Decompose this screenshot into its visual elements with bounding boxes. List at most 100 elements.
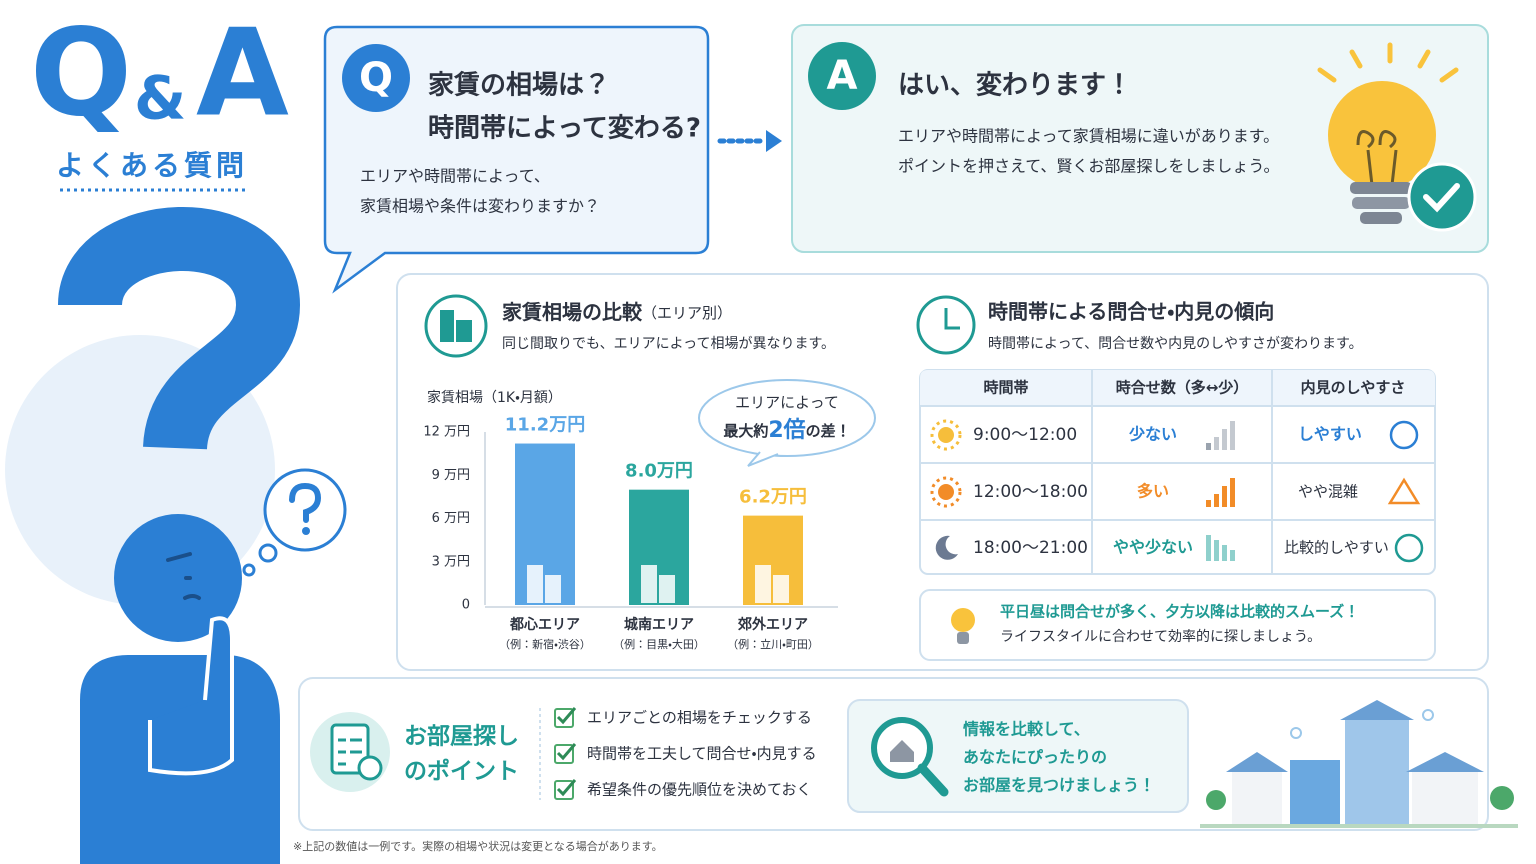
answer-title: はい、変わります！ (898, 71, 1132, 101)
decoration (1230, 421, 1235, 450)
decoration (1406, 752, 1484, 772)
decoration (1206, 443, 1211, 450)
table-title: 時間帯による問合せ・内見の傾向 (988, 300, 1274, 324)
building (641, 565, 657, 603)
thought-dot (242, 563, 256, 577)
x-tick-note: （例：目黒・大田） (613, 637, 705, 651)
decoration (917, 763, 949, 797)
points-title: お部屋探し (404, 724, 519, 750)
points-title: のポイント (404, 758, 519, 785)
decoration (1214, 540, 1219, 561)
table-cell: 比較的しやすい (1284, 539, 1389, 557)
decoration (440, 310, 454, 342)
signal-icon (1206, 535, 1235, 561)
decoration (1423, 183, 1460, 213)
chart-title-note: （エリア別） (642, 304, 732, 322)
question-title: 時間帯によって変わる? (428, 114, 701, 144)
question-badge-circle (342, 44, 410, 112)
checklist-item: 時間帯を工夫して問合せ・内見する (587, 745, 817, 763)
table-header: 時間帯 (983, 379, 1028, 397)
value-label: 6.2万円 (739, 487, 807, 508)
time-table (919, 369, 1436, 575)
table-cell: 9:00〜12:00 (973, 425, 1077, 445)
bar-building (755, 565, 789, 603)
tip-box (919, 589, 1436, 661)
sun-icon (930, 476, 962, 508)
decoration (1407, 162, 1477, 232)
decoration (456, 320, 472, 342)
cta-text: 情報を比較して、 (963, 720, 1090, 739)
question-badge: Q (359, 55, 393, 101)
answer-badge: A (827, 53, 858, 99)
chart-subtitle: 同じ間取りでも、エリアによって相場が異なります。 (502, 336, 835, 352)
table-cell: 18:00〜21:00 (973, 538, 1088, 558)
decoration (920, 370, 1435, 406)
table-cell: 12:00〜18:00 (973, 482, 1088, 502)
question-mark-art (58, 206, 301, 452)
figure-head (114, 514, 242, 642)
checkmark (556, 707, 577, 725)
building (773, 575, 789, 603)
figure-arm (148, 616, 234, 776)
x-tick-label: 郊外エリア (737, 616, 808, 633)
y-tick-label: 0 (462, 598, 470, 613)
answer-body: ポイントを押さえて、賢くお部屋探しをしましょう。 (898, 157, 1279, 176)
table-cell: 少ない (1129, 425, 1177, 444)
decoration (1222, 545, 1227, 561)
y-axis-label: 家賃相場（1K・月額） (427, 389, 562, 406)
y-tick-label: 12 万円 (423, 425, 470, 440)
building (755, 565, 771, 603)
answer-box (791, 24, 1489, 253)
decoration (1412, 770, 1478, 826)
magnifier-icon (871, 717, 949, 797)
table-cell: やや混雑 (1298, 483, 1358, 501)
decoration (1230, 478, 1235, 507)
callout (698, 379, 876, 467)
decoration (1340, 700, 1414, 720)
logo-amp: & (134, 64, 186, 134)
logo-subtitle: よくある質問 (56, 149, 248, 182)
decoration (938, 484, 954, 500)
clipboard-icon (310, 712, 390, 792)
decoration (920, 370, 1435, 574)
decoration (747, 451, 779, 467)
lightbulb-icon (1317, 42, 1477, 232)
decoration (930, 476, 962, 508)
callout-part: 最大約 (723, 422, 768, 440)
cta-text: お部屋を見つけましょう！ (963, 776, 1155, 795)
building (659, 575, 675, 603)
thought-mark (289, 482, 322, 523)
decoration (1200, 824, 1518, 828)
question-box (323, 25, 710, 294)
tip-text: 平日昼は問合せが多く、夕方以降は比較的スムーズ！ (1000, 603, 1359, 621)
logo-a: A (196, 5, 289, 144)
decoration (357, 755, 383, 781)
answer-body: エリアや時間帯によって家賃相場に違いがあります。 (898, 127, 1279, 146)
sun-icon (930, 419, 962, 451)
tip-text: ライフスタイルに合わせて効率的に探しましょう。 (1000, 629, 1321, 645)
checklist-item: エリアごとの相場をチェックする (587, 709, 812, 727)
building (527, 565, 543, 603)
answer-badge-circle (808, 42, 876, 110)
chart-title: 家賃相場の比較（エリア別） (502, 300, 732, 324)
x-tick-note: （例：立川・町田） (727, 637, 819, 651)
signal-icon (1206, 478, 1235, 507)
chart-title-text: 家賃相場の比較 (502, 300, 643, 324)
value-label: 8.0万円 (625, 461, 693, 482)
table-subtitle: 時間帯によって、問合せ数や内見のしやすさが変わります。 (988, 336, 1363, 352)
checklist: エリアごとの相場をチェックする時間帯を工夫して問合せ・内見する希望条件の優先順位… (554, 707, 817, 800)
table-cell: 多い (1137, 482, 1169, 501)
decoration (1214, 437, 1219, 450)
table-header: 時合せ数（多↔少） (1116, 379, 1249, 397)
decoration (1222, 486, 1227, 507)
decoration (1206, 790, 1226, 810)
y-tick-label: 6 万円 (432, 511, 470, 526)
decoration (338, 738, 362, 766)
decoration (330, 723, 370, 775)
signal-icon (1206, 421, 1235, 450)
decoration (951, 608, 975, 632)
decoration (1206, 535, 1211, 561)
decoration (1360, 212, 1402, 224)
clock-icon (916, 295, 976, 355)
